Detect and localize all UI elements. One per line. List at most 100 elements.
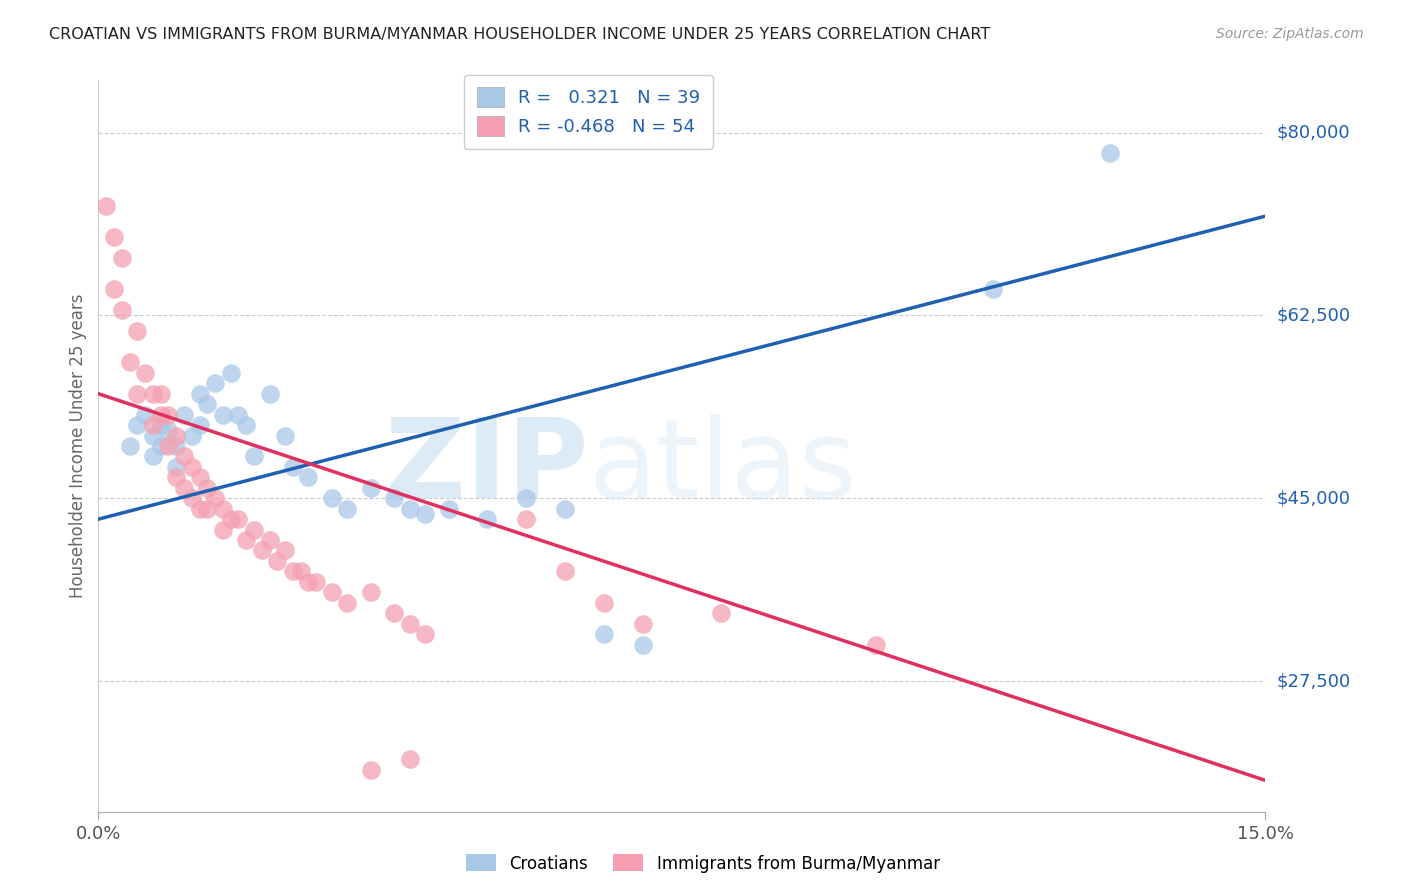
Point bbox=[321, 585, 343, 599]
Point bbox=[554, 501, 576, 516]
Point bbox=[228, 512, 250, 526]
Point bbox=[188, 386, 211, 401]
Point bbox=[111, 303, 134, 318]
Point bbox=[554, 565, 576, 579]
Point bbox=[281, 565, 304, 579]
Point bbox=[219, 366, 242, 380]
Point bbox=[149, 418, 172, 433]
Point bbox=[142, 418, 165, 433]
Point bbox=[235, 533, 257, 547]
Text: ZIP: ZIP bbox=[385, 415, 589, 522]
Point bbox=[710, 606, 733, 620]
Point bbox=[290, 565, 312, 579]
Point bbox=[157, 408, 180, 422]
Point bbox=[149, 386, 172, 401]
Point bbox=[243, 523, 266, 537]
Point bbox=[235, 418, 257, 433]
Point bbox=[173, 481, 195, 495]
Point bbox=[360, 585, 382, 599]
Point bbox=[274, 428, 297, 442]
Point bbox=[134, 408, 156, 422]
Point bbox=[593, 596, 616, 610]
Point bbox=[165, 428, 187, 442]
Text: Source: ZipAtlas.com: Source: ZipAtlas.com bbox=[1216, 27, 1364, 41]
Point bbox=[103, 230, 125, 244]
Point bbox=[173, 450, 195, 464]
Point bbox=[142, 428, 165, 442]
Point bbox=[477, 512, 499, 526]
Point bbox=[118, 355, 141, 369]
Legend: R =   0.321   N = 39, R = -0.468   N = 54: R = 0.321 N = 39, R = -0.468 N = 54 bbox=[464, 75, 713, 149]
Point bbox=[188, 501, 211, 516]
Point bbox=[398, 501, 420, 516]
Point bbox=[382, 606, 405, 620]
Y-axis label: Householder Income Under 25 years: Householder Income Under 25 years bbox=[69, 293, 87, 599]
Point bbox=[305, 574, 328, 589]
Text: $62,500: $62,500 bbox=[1277, 306, 1351, 325]
Point bbox=[360, 763, 382, 777]
Point bbox=[118, 439, 141, 453]
Point bbox=[204, 491, 226, 506]
Point bbox=[413, 507, 436, 521]
Point bbox=[142, 386, 165, 401]
Point bbox=[865, 638, 887, 652]
Point bbox=[165, 459, 187, 474]
Point bbox=[321, 491, 343, 506]
Point bbox=[1098, 146, 1121, 161]
Point bbox=[212, 523, 235, 537]
Point bbox=[111, 251, 134, 265]
Point bbox=[281, 459, 304, 474]
Point bbox=[173, 408, 195, 422]
Text: $45,000: $45,000 bbox=[1277, 489, 1351, 508]
Point bbox=[127, 324, 149, 338]
Point bbox=[180, 428, 202, 442]
Point bbox=[631, 616, 654, 631]
Point bbox=[593, 627, 616, 641]
Point bbox=[188, 418, 211, 433]
Point bbox=[413, 627, 436, 641]
Point bbox=[96, 199, 118, 213]
Point bbox=[981, 282, 1004, 296]
Point bbox=[336, 501, 359, 516]
Legend: Croatians, Immigrants from Burma/Myanmar: Croatians, Immigrants from Burma/Myanmar bbox=[460, 847, 946, 880]
Text: $80,000: $80,000 bbox=[1277, 123, 1350, 142]
Point bbox=[127, 418, 149, 433]
Point bbox=[149, 408, 172, 422]
Point bbox=[195, 501, 218, 516]
Point bbox=[188, 470, 211, 484]
Point bbox=[437, 501, 460, 516]
Point bbox=[297, 574, 319, 589]
Point bbox=[157, 439, 180, 453]
Point bbox=[165, 439, 187, 453]
Text: CROATIAN VS IMMIGRANTS FROM BURMA/MYANMAR HOUSEHOLDER INCOME UNDER 25 YEARS CORR: CROATIAN VS IMMIGRANTS FROM BURMA/MYANMA… bbox=[49, 27, 990, 42]
Point bbox=[631, 638, 654, 652]
Point bbox=[219, 512, 242, 526]
Point bbox=[157, 423, 180, 437]
Point bbox=[165, 470, 187, 484]
Point bbox=[142, 450, 165, 464]
Point bbox=[336, 596, 359, 610]
Point bbox=[398, 616, 420, 631]
Point bbox=[134, 366, 156, 380]
Text: atlas: atlas bbox=[589, 415, 858, 522]
Point bbox=[274, 543, 297, 558]
Point bbox=[243, 450, 266, 464]
Point bbox=[212, 408, 235, 422]
Point bbox=[515, 491, 537, 506]
Text: $27,500: $27,500 bbox=[1277, 672, 1351, 690]
Point bbox=[149, 439, 172, 453]
Point bbox=[250, 543, 273, 558]
Point bbox=[382, 491, 405, 506]
Point bbox=[297, 470, 319, 484]
Point bbox=[360, 481, 382, 495]
Point bbox=[515, 512, 537, 526]
Point bbox=[127, 386, 149, 401]
Point bbox=[259, 386, 281, 401]
Point bbox=[398, 752, 420, 766]
Point bbox=[180, 459, 202, 474]
Point bbox=[195, 397, 218, 411]
Point bbox=[204, 376, 226, 391]
Point bbox=[228, 408, 250, 422]
Point bbox=[212, 501, 235, 516]
Point bbox=[180, 491, 202, 506]
